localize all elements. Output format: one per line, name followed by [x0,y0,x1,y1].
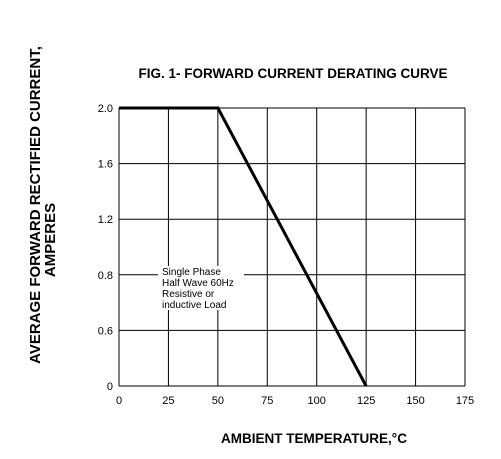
x-tick-label: 0 [116,395,122,407]
y-tick-label: 0.8 [98,270,113,282]
x-tick-label: 125 [357,395,375,407]
annotation-line-4: inductive Load [162,300,227,311]
derating-curve-line [119,106,368,387]
annotation-line-1: Single Phase [162,267,221,278]
series [119,106,368,387]
y-axis-label-line1: AVERAGE FORWARD RECTIFIED CURRENT, [27,46,44,364]
annotation-line-3: Resistive or [162,289,215,300]
annotation-group: Single Phase Half Wave 60Hz Resistive or… [158,266,244,311]
y-axis-label-line2: AMPERES [42,203,59,277]
y-axis-label: AVERAGE FORWARD RECTIFIED CURRENT, AMPER… [27,46,59,364]
y-tick-label: 1.6 [98,159,113,171]
annotation-box [158,266,244,310]
x-axis-label: AMBIENT TEMPERATURE,°C [221,431,407,446]
tick-labels: 0 25 50 75 100 125 150 175 0 0.6 0.8 1.2 1.6 2.0 [98,103,474,407]
x-tick-label: 150 [406,395,424,407]
chart-title: FIG. 1- FORWARD CURRENT DERATING CURVE [138,66,447,81]
y-tick-label: 0.6 [98,325,113,337]
x-tick-label: 175 [456,395,474,407]
x-tick-label: 50 [212,395,224,407]
annotation-line-2: Half Wave 60Hz [162,278,234,289]
y-tick-label: 0 [107,381,113,393]
x-tick-label: 25 [162,395,174,407]
grid [118,107,466,387]
y-tick-label: 1.2 [98,214,113,226]
x-tick-label: 75 [261,395,273,407]
x-tick-label: 100 [308,395,326,407]
y-tick-label: 2.0 [98,103,113,115]
